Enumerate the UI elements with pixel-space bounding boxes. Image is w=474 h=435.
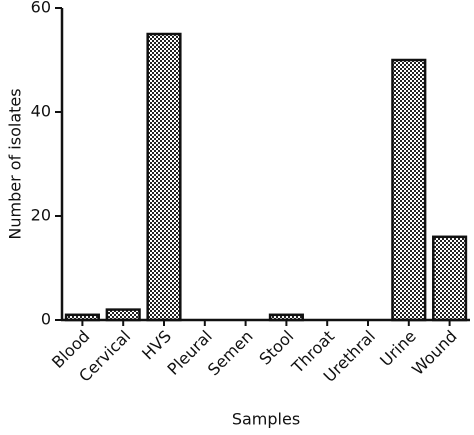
x-tick-label: Wound bbox=[408, 327, 460, 379]
x-axis-title: Samples bbox=[232, 410, 300, 429]
bar bbox=[105, 308, 141, 322]
y-tick-label: 20 bbox=[31, 206, 51, 225]
bar bbox=[146, 32, 182, 322]
bar bbox=[432, 235, 468, 322]
y-axis-title: Number of isolates bbox=[6, 88, 25, 239]
x-tick-label: HVS bbox=[138, 327, 175, 364]
y-tick-label: 0 bbox=[41, 310, 51, 329]
bar bbox=[391, 58, 427, 322]
y-tick-label: 60 bbox=[31, 0, 51, 17]
y-tick-label: 40 bbox=[31, 102, 51, 121]
x-tick-label: Semen bbox=[204, 327, 257, 380]
